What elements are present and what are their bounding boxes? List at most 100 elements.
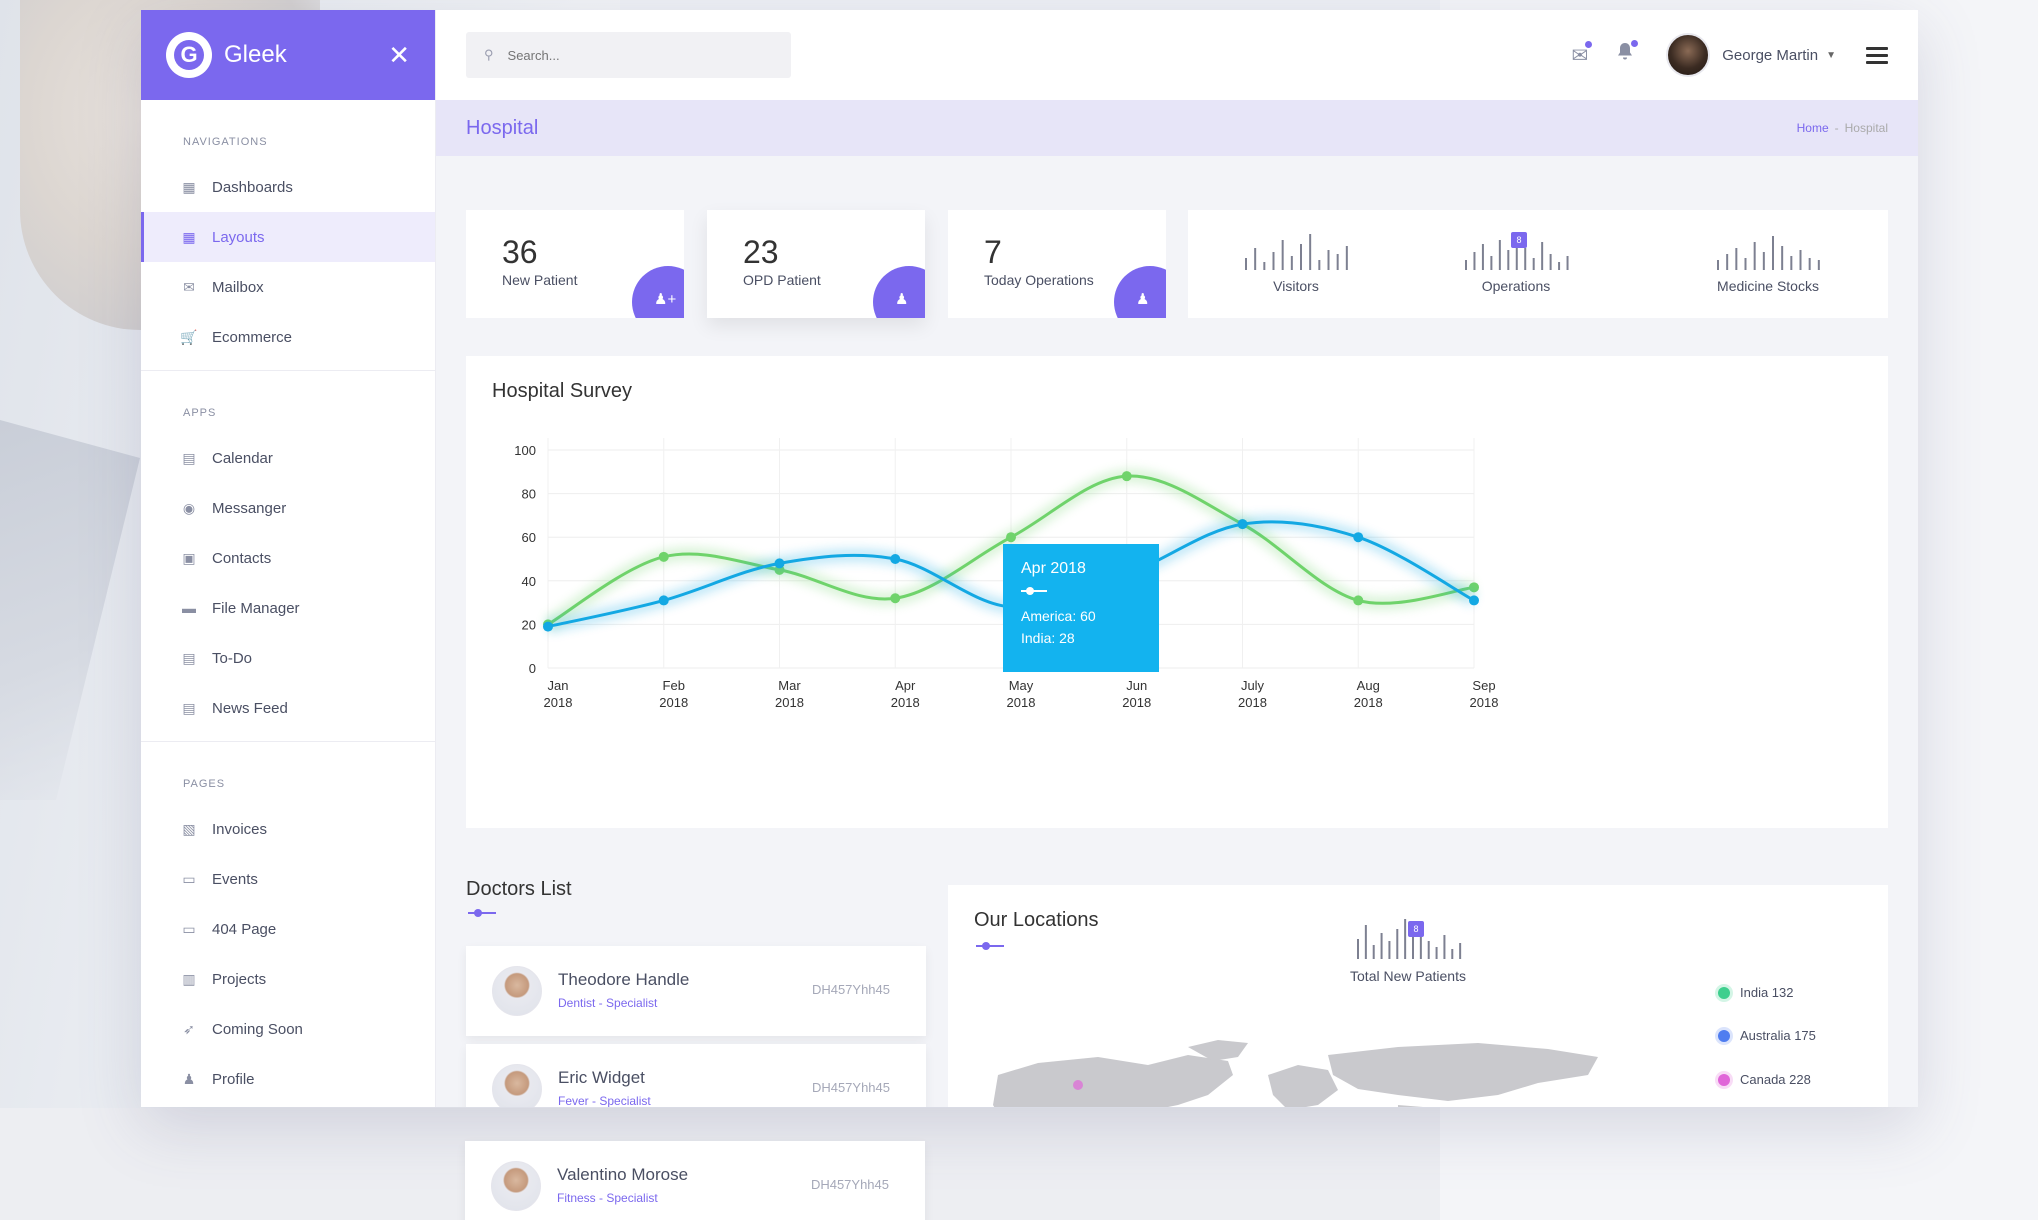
mini-chart-medicine-stocks[interactable]: Medicine Stocks (1698, 230, 1838, 294)
sidebar-item-news-feed[interactable]: ▤ News Feed (141, 683, 435, 733)
sidebar-item-label: Dashboards (212, 178, 293, 196)
x-tick-label: Jan (548, 678, 569, 693)
logo-icon[interactable]: G (166, 32, 212, 78)
x-tick-label: Feb (663, 678, 685, 693)
add-user-icon: ♟+ (632, 266, 684, 318)
sparkline-bars (1357, 919, 1462, 959)
sidebar-item-events[interactable]: ▭ Events (141, 854, 435, 904)
x-tick-label: 2018 (1470, 695, 1499, 710)
user-name[interactable]: George Martin (1722, 46, 1819, 64)
mail-icon[interactable]: ✉ (1571, 40, 1593, 68)
sparkline-bar (1532, 258, 1535, 270)
sidebar-item-file-manager[interactable]: ▬ File Manager (141, 583, 435, 633)
sidebar-item-dashboards[interactable]: ▦ Dashboards (141, 162, 435, 212)
sidebar-item-layouts[interactable]: ▦ Layouts (141, 212, 435, 262)
sparkline-bar (1753, 242, 1756, 270)
sidebar-item-messanger[interactable]: ◉ Messanger (141, 483, 435, 533)
data-point-india (1469, 595, 1479, 606)
total-new-patients-chart[interactable]: 8 Total New Patients (1338, 919, 1478, 984)
doctors-list-title: Doctors List (466, 878, 572, 900)
tooltip-marker (1021, 586, 1141, 596)
nav-divider (141, 370, 435, 371)
chart-label: Total New Patients (1350, 968, 1466, 984)
sidebar-item-label: 404 Page (212, 920, 277, 938)
doctor-item[interactable]: Theodore Handle Dentist - Specialist DH4… (466, 946, 926, 1036)
sidebar-item-profile[interactable]: ♟ Profile (141, 1054, 435, 1104)
calendar-icon: ▤ (182, 449, 196, 466)
sidebar-nav: NAVIGATIONS ▦ Dashboards ▦ Layouts ✉ Mailbox 🛒 E… (141, 136, 435, 1104)
sparkline-bar (1427, 941, 1430, 959)
sidebar-item-label: To-Do (212, 649, 253, 667)
world-map[interactable] (978, 1035, 1618, 1107)
sparkline-bar (1412, 937, 1414, 959)
brand-name: Gleek (224, 41, 287, 68)
main-content: Hospital Home - Hospital 36 New Patient ♟+… (436, 100, 1918, 1107)
mini-chart-operations[interactable]: 8 Operations (1456, 230, 1576, 294)
sidebar-item-mailbox[interactable]: ✉ Mailbox (141, 262, 435, 312)
stat-card-opd-patient[interactable]: 23 OPD Patient ♟ (707, 210, 925, 318)
sidebar-item-coming-soon[interactable]: ➶ Coming Soon (141, 1004, 435, 1054)
data-point-india (658, 595, 669, 606)
sidebar-item-contacts[interactable]: ▣ Contacts (141, 533, 435, 583)
mini-chart-label: Medicine Stocks (1717, 278, 1819, 294)
sidebar-item-projects[interactable]: ▥ Projects (141, 954, 435, 1004)
sparkline-bar (1524, 248, 1527, 270)
stat-label: New Patient (502, 272, 578, 288)
x-tick-label: 2018 (1007, 695, 1036, 710)
page-header: Hospital Home - Hospital (436, 100, 1918, 156)
sidebar-item-invoices[interactable]: ▧ Invoices (141, 804, 435, 854)
chevron-down-icon[interactable]: ▼ (1826, 49, 1836, 61)
sidebar-item-ecommerce[interactable]: 🛒 Ecommerce (141, 312, 435, 362)
sidebar-item-404-page[interactable]: ▭ 404 Page (141, 904, 435, 954)
legend-item: Canada 228 (1718, 1072, 1811, 1087)
page-title: Hospital (466, 116, 539, 139)
y-tick-label: 0 (529, 661, 536, 676)
sparkline-bar (1380, 933, 1383, 959)
sparkline-bar (1549, 254, 1552, 270)
sidebar-item-to-do[interactable]: ▤ To-Do (141, 633, 435, 683)
stat-card-new-patient[interactable]: 36 New Patient ♟+ (466, 210, 684, 318)
doctor-item[interactable]: Eric Widget Fever - Specialist DH457Yhh4… (466, 1044, 926, 1107)
sparkline-bar (1490, 256, 1493, 270)
sparkline-bar (1281, 240, 1284, 270)
avatar[interactable] (1666, 33, 1711, 77)
sparkline-bar (1817, 260, 1820, 270)
doctor-name: Theodore Handle (558, 970, 690, 989)
data-point-india (543, 621, 553, 632)
search-input[interactable] (507, 47, 768, 63)
notification-dot (1631, 40, 1639, 47)
breadcrumb-home[interactable]: Home (1796, 121, 1829, 135)
doctor-specialty: Dentist - Specialist (558, 996, 658, 1010)
sparkline-bar (1254, 248, 1257, 270)
sidebar-item-calendar[interactable]: ▤ Calendar (141, 433, 435, 483)
sparkline-bar (1345, 246, 1348, 270)
data-point-america (1121, 471, 1132, 482)
sparkline-bar (1735, 248, 1738, 270)
sparkline-bar (1473, 252, 1476, 270)
sparkline-bar (1272, 252, 1275, 270)
tools-icon[interactable]: ✕ (388, 39, 410, 70)
menu-icon[interactable] (1866, 43, 1888, 68)
sparkline-bar (1808, 258, 1811, 270)
breadcrumb-current: Hospital (1844, 121, 1888, 135)
sidebar-item-label: Events (212, 870, 258, 888)
data-point-america (658, 551, 669, 562)
stat-card-today-operations[interactable]: 7 Today Operations ♟ (948, 210, 1166, 318)
doctor-item[interactable]: Valentino Morose Fitness - Specialist DH… (465, 1141, 925, 1220)
mini-chart-visitors[interactable]: Visitors (1236, 230, 1356, 294)
x-tick-label: 2018 (1122, 695, 1151, 710)
bell-icon[interactable] (1616, 40, 1639, 68)
data-point-america (890, 593, 901, 604)
contact-icon: ▣ (182, 549, 196, 566)
stat-label: Today Operations (984, 272, 1094, 288)
nav-section-title: PAGES (183, 778, 226, 790)
sparkline-bar (1327, 250, 1330, 270)
legend-item: India 132 (1718, 985, 1794, 1000)
search-box[interactable]: ⚲ (466, 32, 791, 78)
sparkline-bar (1481, 244, 1484, 270)
topbar-actions: ✉ George Martin ▼ (1543, 33, 1888, 77)
legend-dot (1718, 1073, 1730, 1086)
sparkline-bar (1388, 941, 1391, 959)
sparkline-bar (1558, 262, 1561, 270)
hospital-survey-card: Hospital Survey 0 20 40 60 80 100 Jan 2018 Feb 20… (466, 356, 1888, 828)
